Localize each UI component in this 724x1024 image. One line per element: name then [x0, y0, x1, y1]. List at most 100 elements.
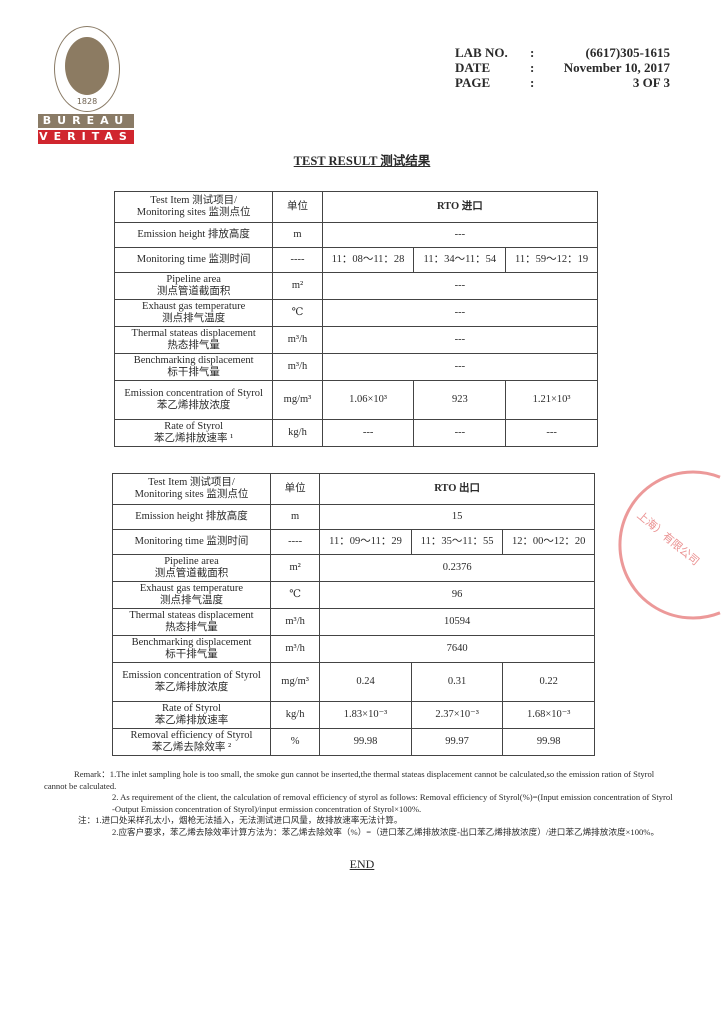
- label-cn: 标干排气量: [165, 649, 218, 660]
- value-cell: 0.24: [319, 662, 412, 702]
- row-label: Monitoring time 监测时间: [112, 529, 271, 555]
- site-name: RTO 出口: [319, 473, 595, 505]
- table-row: Thermal stateas displacement 热态排气量 m³/h 105…: [112, 608, 595, 636]
- table-row: Pipeline area 测点管道截面积 m² ---: [113, 272, 599, 300]
- unit-cell: m³/h: [272, 353, 323, 381]
- table-row: Rate of Styrol 苯乙烯排放速率 kg/h 1.83×10⁻³ 2.37×1…: [112, 701, 595, 729]
- label-cn: 苯乙烯去除效率 ²: [151, 742, 232, 753]
- row-label: Exhaust gas temperature 测点排气温度: [112, 581, 271, 609]
- table-row: Benchmarking displacement 标干排气量 m³/h ---: [113, 353, 599, 381]
- label-cn: 热态排气量: [165, 622, 218, 633]
- value-cell: 11：34～11：54: [413, 247, 507, 273]
- label-en: Emission height 排放高度: [135, 511, 248, 522]
- label-cn: 测点管道截面积: [156, 286, 231, 297]
- row-label: Pipeline area 测点管道截面积: [113, 272, 274, 300]
- table-row: Test Item 测试项目/Monitoring sites 监测点位 单位 RT…: [112, 473, 595, 505]
- report-header: LAB NO.: (6617)305-1615 DATE: November 10,…: [455, 45, 670, 90]
- value-cell: 0.2376: [319, 554, 595, 582]
- value-cell: 99.97: [410, 728, 504, 756]
- label-cn: 苯乙烯排放浓度: [154, 682, 229, 693]
- unit-cell: m: [272, 222, 323, 248]
- unit-cell: ℃: [272, 299, 323, 327]
- value-cell: 12：00～12：20: [502, 529, 595, 555]
- logo-year: 1828: [76, 97, 98, 106]
- label-cn: 热态排气量: [167, 340, 220, 351]
- row-label: Benchmarking displacement 标干排气量: [113, 353, 274, 381]
- header-lab-no: LAB NO.: (6617)305-1615: [455, 45, 670, 60]
- label-en: Rate of Styrol: [164, 421, 224, 432]
- table-row: Removal efficiency of Styrol 苯乙烯去除效率 ²% 99…: [112, 728, 595, 756]
- value-cell: 99.98: [502, 728, 595, 756]
- value-cell: ---: [413, 419, 507, 447]
- label-en: Monitoring time 监测时间: [134, 536, 249, 547]
- table-row: Emission height 排放高度 m 15: [112, 504, 595, 530]
- table-row: Emission concentration of Styrol 苯乙烯排放浓度 m…: [113, 380, 598, 420]
- unit-cell: m³/h: [269, 635, 321, 663]
- label-en: Emission height 排放高度: [137, 229, 250, 240]
- label-en: Thermal stateas displacement: [129, 610, 254, 621]
- row-label: Test Item 测试项目/Monitoring sites 监测点位: [113, 191, 274, 223]
- unit-cell: m³/h: [272, 326, 323, 354]
- table-row: Benchmarking displacement 标干排气量 m³/h 7640: [112, 635, 595, 663]
- value-cell: ---: [321, 326, 599, 354]
- label-en: Thermal stateas displacement: [131, 328, 256, 339]
- label-en: Test Item 测试项目/: [150, 195, 238, 206]
- value-cell: 0.31: [410, 662, 504, 702]
- table-row: Emission height 排放高度 m ---: [113, 222, 599, 248]
- label-en: Monitoring time 监测时间: [136, 254, 251, 265]
- label-cn: 测点排气温度: [162, 313, 226, 324]
- label-en: Benchmarking displacement: [133, 355, 254, 366]
- row-label: Monitoring time 监测时间: [113, 247, 274, 273]
- remark-1: Remark：1.The inlet sampling hole is too …: [44, 769, 655, 791]
- row-label: Test Item 测试项目/Monitoring sites 监测点位: [112, 473, 271, 505]
- value-cell: 0.22: [502, 662, 595, 702]
- unit-cell: m²: [272, 272, 323, 300]
- row-label: Emission height 排放高度: [113, 222, 274, 248]
- stamp-ring: [618, 470, 721, 620]
- label-cn: Monitoring sites 监测点位: [136, 207, 251, 218]
- label-en: Exhaust gas temperature: [142, 301, 246, 312]
- row-label: Pipeline area 测点管道截面积: [112, 554, 271, 582]
- unit-cell: m³/h: [269, 608, 321, 636]
- value-cell: ---: [321, 299, 599, 327]
- value-cell: 10594: [319, 608, 595, 636]
- value-cell: 1.06×10³: [321, 380, 415, 420]
- outlet-results-table: Test Item 测试项目/Monitoring sites 监测点位 单位 RT…: [112, 473, 595, 756]
- label-cn: 标干排气量: [167, 367, 220, 378]
- row-label: Thermal stateas displacement 热态排气量: [113, 326, 274, 354]
- unit-cell: mg/m³: [272, 380, 323, 420]
- table-row: Monitoring time 监测时间 ---- 11：08～11：28 11：34…: [113, 247, 598, 273]
- remark-2: 2. As requirement of the client, the cal…: [112, 792, 673, 814]
- header-date: DATE: November 10, 2017: [455, 60, 670, 75]
- row-label: Benchmarking displacement 标干排气量: [112, 635, 271, 663]
- label-cn: 苯乙烯排放浓度: [156, 400, 231, 411]
- remark-cn-1: 注：1.进口处采样孔太小，烟枪无法插入，无法测试进口风量，故排放速率无法计算。: [78, 815, 403, 825]
- unit-cell: kg/h: [269, 701, 321, 729]
- value-cell: 1.68×10⁻³: [502, 701, 595, 729]
- label-en: Removal efficiency of Styrol: [130, 730, 253, 741]
- label-en: Exhaust gas temperature: [139, 583, 244, 594]
- value-cell: 1.83×10⁻³: [319, 701, 412, 729]
- logo-veritas: VERITAS: [38, 130, 134, 144]
- table-row: Exhaust gas temperature 测点排气温度 ℃ 96: [112, 581, 595, 609]
- logo-figure: [65, 37, 109, 95]
- table-row: Test Item 测试项目/Monitoring sites 监测点位 单位 RT…: [113, 191, 599, 223]
- value-cell: 15: [319, 504, 595, 530]
- unit-cell: ℃: [269, 581, 321, 609]
- table-row: Rate of Styrol 苯乙烯排放速率 ¹ kg/h --- --- ---: [113, 419, 598, 447]
- end-marker: END: [349, 857, 375, 871]
- label-en: Benchmarking displacement: [131, 637, 252, 648]
- site-name: RTO 进口: [321, 191, 599, 223]
- table-row: Monitoring time 监测时间 ---- 11：09～11：29 11：35…: [112, 529, 595, 555]
- remark-cn-2: 2.应客户要求，苯乙烯去除效率计算方法为：苯乙烯去除效率（%）=（进口苯乙烯排放…: [112, 826, 660, 837]
- label-cn: Monitoring sites 监测点位: [134, 489, 249, 500]
- label-en: Emission concentration of Styrol: [124, 388, 263, 399]
- value-cell: 11：59～12：19: [505, 247, 598, 273]
- value-cell: ---: [505, 419, 598, 447]
- value-cell: 923: [413, 380, 507, 420]
- unit-cell: %: [269, 728, 321, 756]
- unit-cell: 单位: [272, 191, 323, 223]
- unit-cell: ----: [269, 529, 321, 555]
- value-cell: ---: [321, 419, 415, 447]
- table-row: Thermal stateas displacement 热态排气量 m³/h ---: [113, 326, 599, 354]
